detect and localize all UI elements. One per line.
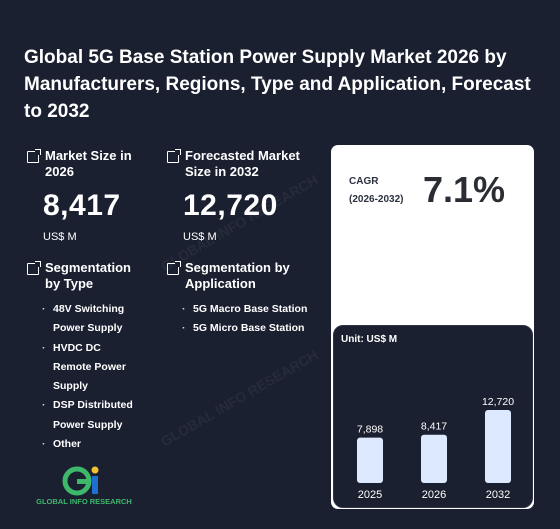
logo: GLOBAL INFO RESEARCH: [24, 466, 144, 506]
logo-text: GLOBAL INFO RESEARCH: [36, 497, 132, 506]
list-item: 5G Micro Base Station: [181, 319, 327, 339]
external-link-icon: [27, 261, 41, 275]
segmentation-type-label: Segmentation by Type: [45, 260, 131, 291]
market-size-stat: Market Size in 2026 8,417 US$ M: [27, 148, 157, 243]
cagr-label: CAGR (2026-2032): [349, 173, 403, 209]
cagr-period: (2026-2032): [349, 194, 404, 205]
bar-chart-svg: 7,898 2025 8,417 2026 12,720 2032: [357, 396, 514, 501]
bar-2032: [485, 410, 511, 483]
chart-unit-label: Unit: US$ M: [341, 334, 398, 345]
category-label: 2032: [486, 489, 510, 501]
category-label: 2026: [422, 489, 446, 501]
list-item: 5G Macro Base Station: [181, 300, 327, 320]
market-size-value: 8,417: [43, 189, 121, 222]
market-size-label: Market Size in 2026: [45, 148, 132, 179]
list-item: DSP Distributed Power Supply: [41, 396, 133, 435]
data-label: 12,720: [482, 396, 514, 408]
cagr-value: 7.1%: [423, 169, 506, 210]
list-item: Other: [41, 435, 133, 455]
forecast-value: 12,720: [183, 189, 278, 222]
cagr-title: CAGR: [349, 176, 379, 187]
external-link-icon: [27, 149, 41, 163]
bar-chart: Unit: US$ M 7,898 2025 8,417 2026 12,720 2032: [333, 325, 533, 508]
forecast-label: Forecasted Market Size in 2032: [185, 148, 300, 179]
bar-2026: [421, 434, 447, 483]
gi-logo-icon: [62, 466, 99, 496]
segmentation-application: Segmentation by Application 5G Macro Bas…: [167, 260, 327, 339]
watermark: GLOBAL INFO RESEARCH: [157, 346, 321, 450]
list-item: 48V Switching Power Supply: [41, 300, 133, 339]
segmentation-type: Segmentation by Type 48V Switching Power…: [27, 260, 147, 455]
segmentation-application-label: Segmentation by Application: [185, 260, 290, 291]
forecast-stat: Forecasted Market Size in 2032 12,720 US…: [167, 148, 317, 243]
external-link-icon: [167, 149, 181, 163]
forecast-unit: US$ M: [183, 231, 217, 243]
external-link-icon: [167, 261, 181, 275]
data-label: 8,417: [421, 421, 447, 433]
market-size-unit: US$ M: [43, 231, 77, 243]
list-item: HVDC DC Remote Power Supply: [41, 339, 133, 397]
category-label: 2025: [358, 489, 382, 501]
page-title: Global 5G Base Station Power Supply Mark…: [24, 47, 531, 122]
data-label: 7,898: [357, 424, 383, 436]
bar-2025: [357, 437, 383, 483]
